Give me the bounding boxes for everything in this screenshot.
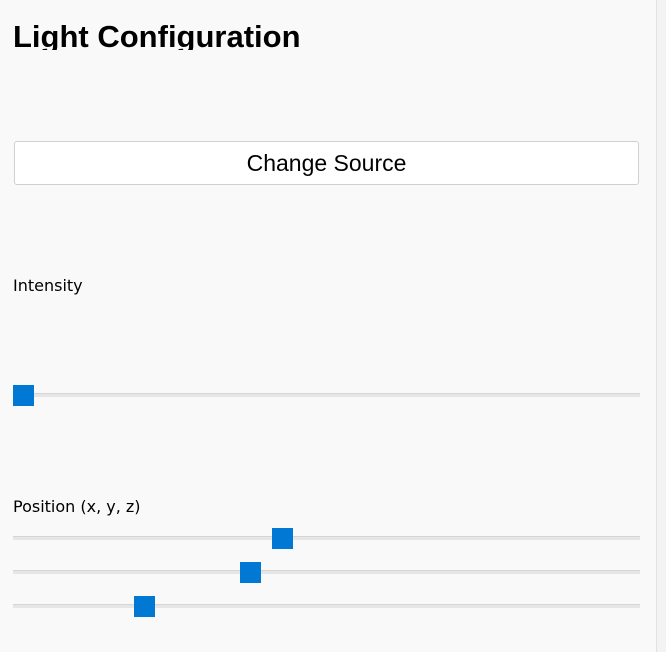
intensity-label: Intensity: [13, 276, 83, 295]
slider-thumb[interactable]: [272, 528, 293, 549]
position-label: Position (x, y, z): [13, 497, 141, 516]
page-title: Light Configuration: [13, 19, 301, 50]
slider-thumb[interactable]: [240, 562, 261, 583]
slider-track: [13, 536, 640, 540]
change-source-button[interactable]: Change Source: [14, 141, 639, 185]
slider-track: [13, 604, 640, 608]
slider-track: [13, 393, 640, 397]
slider-thumb[interactable]: [13, 385, 34, 406]
slider-thumb[interactable]: [134, 596, 155, 617]
slider-track: [13, 570, 640, 574]
scrollbar[interactable]: [656, 0, 666, 652]
